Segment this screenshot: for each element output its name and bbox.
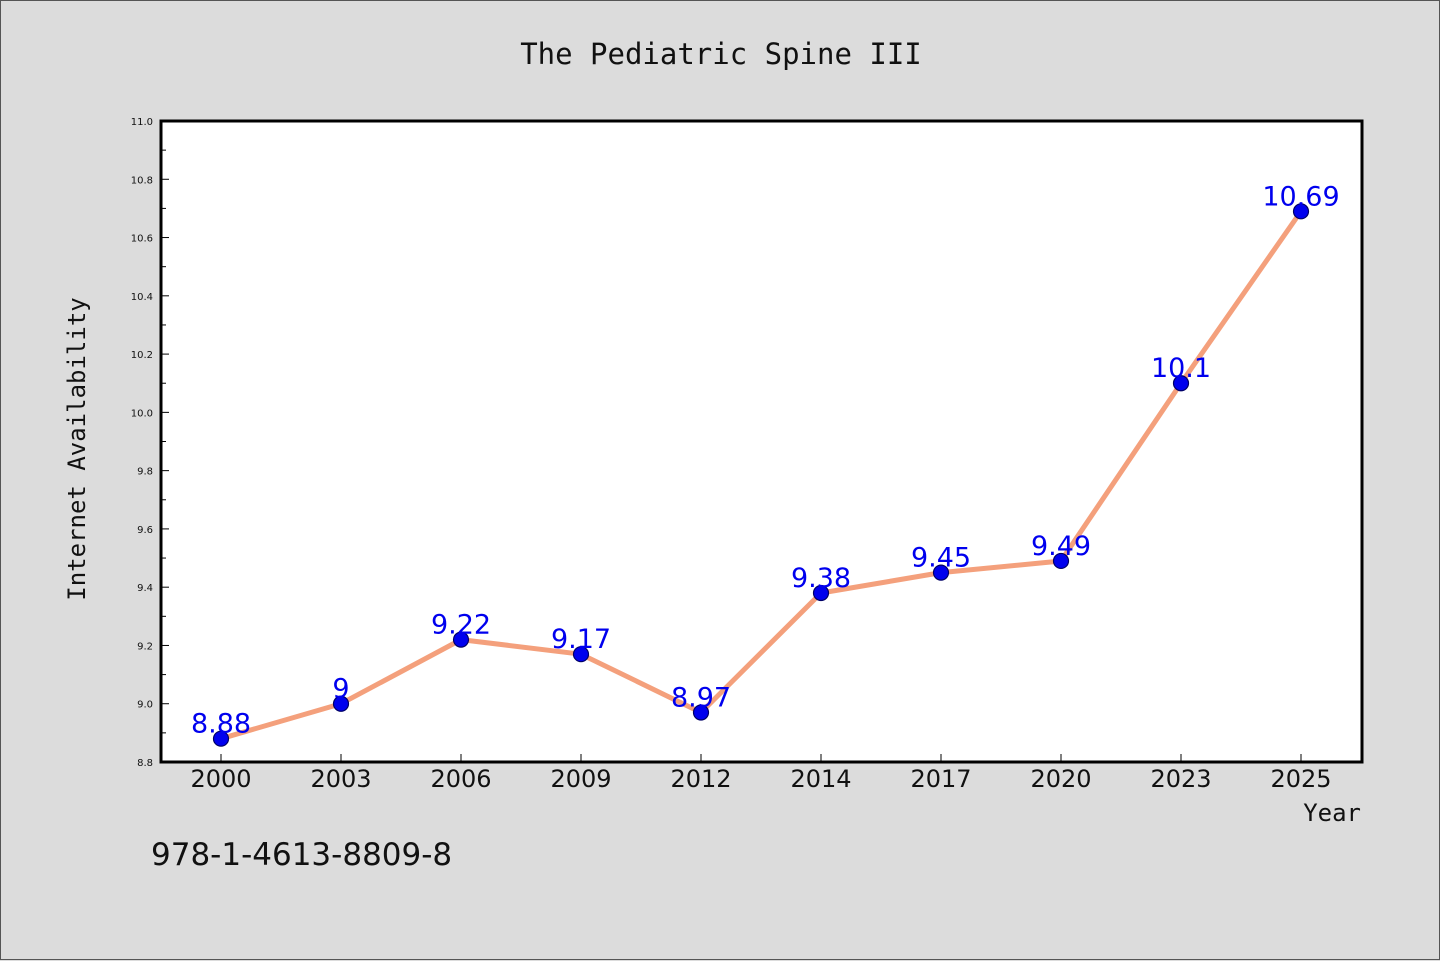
- y-tick-label: 10.6: [131, 234, 153, 245]
- y-tick-label: 9.4: [137, 583, 153, 594]
- data-point: [452, 631, 470, 648]
- y-tick-label: 8.8: [137, 758, 153, 769]
- data-label: 10.1: [1151, 353, 1211, 384]
- data-label: 9.45: [911, 543, 971, 574]
- data-label: 9.38: [791, 563, 851, 594]
- data-point: [1172, 375, 1190, 392]
- data-points: [212, 203, 1310, 747]
- x-tick-label: 2020: [1030, 765, 1091, 793]
- data-point: [332, 695, 350, 712]
- x-tick-label: 2006: [430, 765, 491, 793]
- data-point: [812, 584, 830, 602]
- y-tick-label: 9.0: [137, 700, 153, 711]
- data-label: 9.17: [551, 624, 611, 655]
- chart-title: The Pediatric Spine III: [520, 37, 922, 71]
- plot-area: [159, 119, 1364, 764]
- data-point: [1052, 552, 1070, 570]
- series-line: [218, 208, 1304, 742]
- x-tick-label: 2012: [670, 765, 731, 793]
- data-point: [692, 704, 710, 721]
- data-label: 9.49: [1031, 531, 1091, 562]
- data-point: [932, 564, 950, 581]
- x-tick-label: 2009: [550, 765, 611, 793]
- y-tick-label: 10.8: [131, 175, 153, 186]
- x-tick-label: 2014: [790, 765, 851, 793]
- data-label: 8.88: [191, 709, 251, 740]
- data-label: 8.97: [671, 682, 731, 713]
- x-axis: 2000 2003 2006 2009 2012 2014 2017 2020 2023 2025: [190, 754, 1332, 793]
- x-tick-label: 2025: [1270, 765, 1331, 793]
- x-axis-label: Year: [1303, 799, 1361, 827]
- y-tick-label: 10.2: [131, 350, 153, 361]
- y-tick-label: 9.8: [137, 467, 153, 478]
- data-label: 9: [332, 674, 349, 705]
- data-labels: 8.88 9 9.22 9.17 8.97 9.38 9.45 9.49 10.1 10.69: [191, 181, 1340, 739]
- x-tick-label: 2017: [910, 765, 971, 793]
- data-label: 10.69: [1262, 181, 1339, 212]
- y-tick-label: 10.0: [131, 408, 153, 419]
- y-tick-label: 10.4: [131, 292, 153, 303]
- y-axis: 8.8 9.0 9.2 9.4 9.6 9.8 10.0 10.2 10.4 10.6 10.8 11…: [131, 117, 169, 769]
- y-tick-label: 9.2: [137, 641, 153, 652]
- data-label: 9.22: [431, 610, 491, 641]
- y-tick-label: 11.0: [131, 117, 153, 128]
- data-point: [212, 730, 230, 747]
- isbn-text: 978-1-4613-8809-8: [151, 837, 452, 873]
- x-tick-label: 2023: [1150, 765, 1211, 793]
- y-tick-label: 9.6: [137, 525, 153, 536]
- data-point: [572, 646, 590, 663]
- x-tick-label: 2000: [190, 765, 251, 793]
- data-point: [1292, 203, 1310, 220]
- x-tick-label: 2003: [310, 765, 371, 793]
- y-axis-label: Internet Availability: [63, 297, 91, 600]
